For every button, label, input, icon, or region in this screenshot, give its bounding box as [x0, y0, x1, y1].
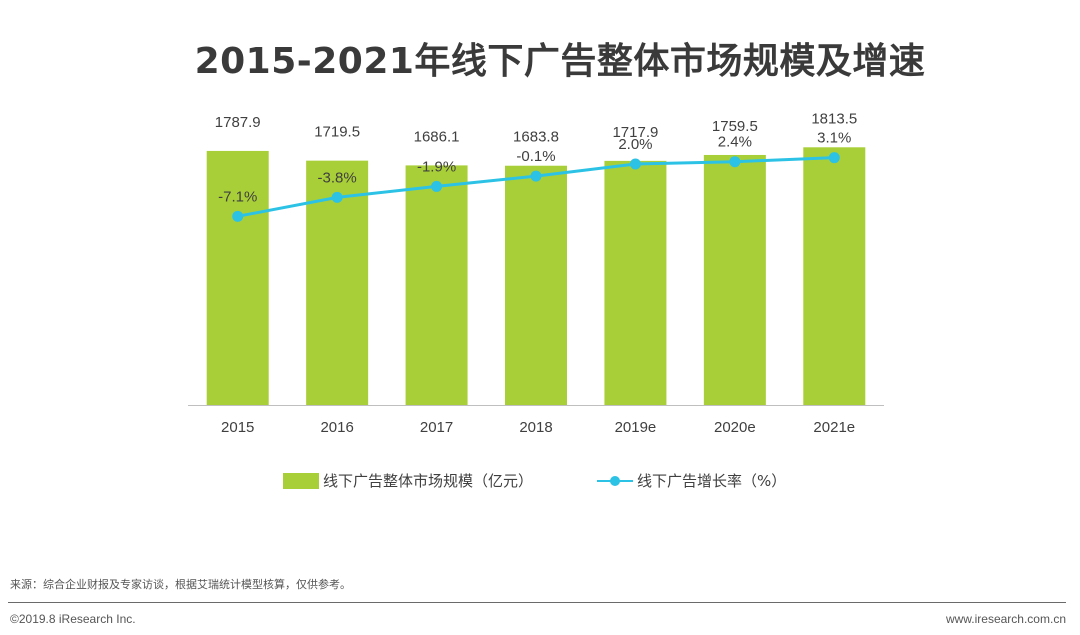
legend: 线下广告整体市场规模（亿元） 线下广告增长率（%） [283, 470, 786, 491]
growth-label-2015: -7.1% [218, 188, 257, 205]
x-tick-2021e: 2021e [813, 419, 855, 436]
x-tick-2017: 2017 [420, 419, 453, 436]
x-tick-2016: 2016 [320, 419, 353, 436]
bar-label-2015: 1787.9 [215, 114, 261, 131]
growth-point-2016 [331, 191, 343, 203]
bar-label-2019e: 1717.9 [612, 124, 658, 141]
footer-divider [8, 602, 1066, 603]
bar-2018 [505, 165, 567, 405]
growth-point-2017 [431, 180, 443, 192]
bar-2019e [604, 160, 667, 405]
growth-label-2021e: 3.1% [817, 130, 851, 147]
website-link[interactable]: www.iresearch.com.cn [945, 612, 1066, 626]
bar-label-2018: 1683.8 [513, 129, 559, 146]
x-tick-2019e: 2019e [615, 419, 657, 436]
growth-point-2015 [232, 210, 244, 222]
legend-item-bar: 线下广告整体市场规模（亿元） [283, 470, 533, 491]
x-tick-2020e: 2020e [714, 419, 756, 436]
x-tick-2018: 2018 [519, 419, 552, 436]
bar-2021e [803, 147, 866, 405]
growth-point-2020e [729, 156, 741, 168]
bar-2017 [405, 165, 468, 405]
bar-label-2020e: 1759.5 [712, 118, 758, 135]
legend-line-swatch [597, 473, 634, 489]
growth-label-2020e: 2.4% [718, 134, 752, 151]
chart-title: 2015-2021年线下广告整体市场规模及增速 [194, 41, 926, 82]
x-tick-2015: 2015 [221, 419, 254, 436]
copyright: ©2019.8 iResearch Inc. [10, 612, 136, 626]
growth-label-2017: -1.9% [417, 158, 456, 175]
bar-2015 [206, 150, 269, 405]
growth-point-2019e [629, 158, 641, 170]
bar-label-2017: 1686.1 [414, 128, 460, 145]
bar-label-2021e: 1813.5 [811, 110, 857, 127]
legend-bar-swatch [283, 472, 319, 489]
legend-line-label: 线下广告增长率（%） [637, 472, 787, 490]
bar-label-2016: 1719.5 [314, 124, 360, 141]
growth-label-2018: -0.1% [516, 148, 555, 165]
legend-item-line: 线下广告增长率（%） [597, 470, 786, 491]
growth-point-2018 [530, 170, 542, 182]
source-note: 来源：综合企业财报及专家访谈，根据艾瑞统计模型核算，仅供参考。 [10, 578, 351, 591]
growth-point-2021e [828, 152, 840, 164]
bar-2020e [703, 154, 766, 405]
legend-bar-label: 线下广告整体市场规模（亿元） [323, 472, 534, 490]
growth-label-2019e: 2.0% [618, 136, 652, 153]
growth-label-2016: -3.8% [318, 169, 357, 186]
